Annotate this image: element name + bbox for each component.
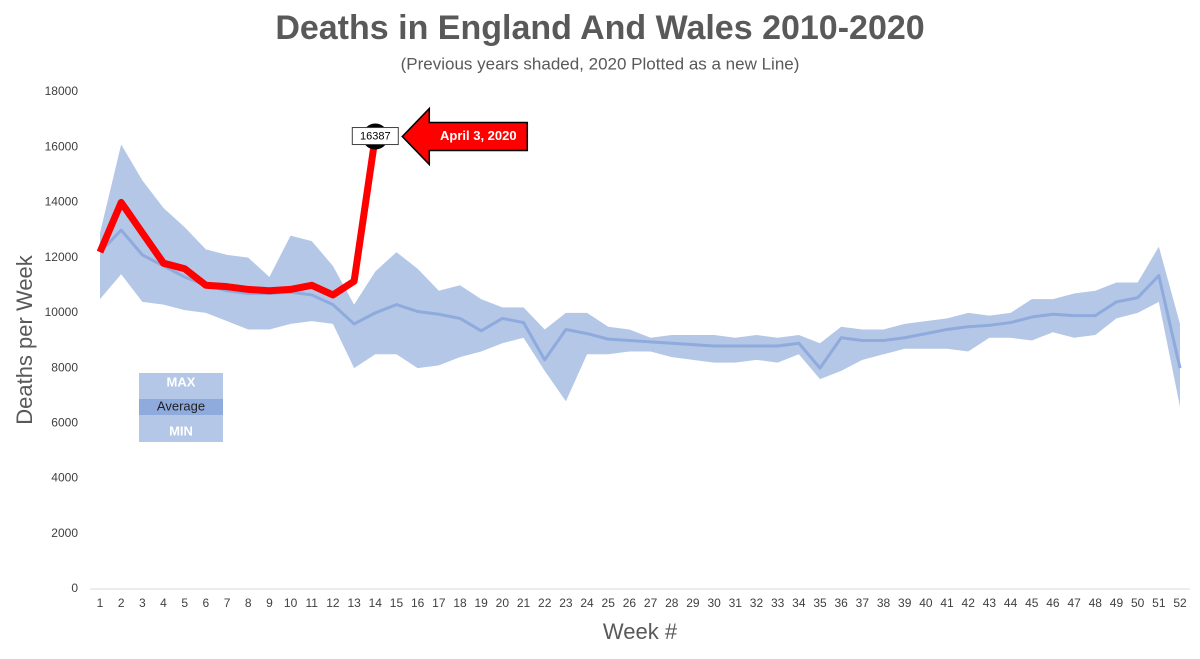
x-tick-label: 32 (750, 596, 764, 610)
legend-avg-swatch (139, 399, 223, 415)
legend-label: MIN (169, 423, 193, 438)
annotation-arrow (401, 106, 529, 167)
y-axis-title: Deaths per Week (12, 254, 37, 425)
x-tick-label: 40 (919, 596, 933, 610)
line-2020 (96, 136, 379, 299)
y-tick-label: 0 (71, 581, 78, 595)
x-tick-label: 25 (602, 596, 616, 610)
x-tick-label: 52 (1173, 596, 1187, 610)
x-tick-label: 10 (284, 596, 298, 610)
x-tick-label: 4 (160, 596, 167, 610)
x-tick-label: 28 (665, 596, 679, 610)
legend-label: Average (157, 398, 205, 413)
x-tick-label: 21 (517, 596, 531, 610)
x-tick-label: 1 (97, 596, 104, 610)
x-tick-label: 34 (792, 596, 806, 610)
x-tick-label: 26 (623, 596, 637, 610)
y-tick-label: 8000 (51, 360, 78, 374)
x-tick-label: 6 (203, 596, 210, 610)
x-tick-label: 7 (224, 596, 231, 610)
legend-label: MAX (167, 374, 196, 389)
x-tick-label: 31 (729, 596, 743, 610)
x-tick-label: 22 (538, 596, 552, 610)
data-label-box (351, 127, 399, 146)
x-tick-label: 24 (580, 596, 594, 610)
x-tick-label: 36 (834, 596, 848, 610)
x-tick-label: 47 (1067, 596, 1081, 610)
x-tick-label: 27 (644, 596, 658, 610)
x-tick-label: 51 (1152, 596, 1166, 610)
x-tick-label: 2 (118, 596, 125, 610)
x-tick-label: 44 (1004, 596, 1018, 610)
min-max-band (100, 144, 1180, 407)
x-tick-label: 35 (813, 596, 827, 610)
x-tick-label: 30 (707, 596, 721, 610)
x-tick-label: 41 (940, 596, 954, 610)
x-tick-label: 37 (856, 596, 870, 610)
chart-subtitle: (Previous years shaded, 2020 Plotted as … (401, 54, 800, 73)
x-tick-label: 48 (1089, 596, 1103, 610)
x-tick-label: 11 (306, 596, 319, 610)
x-tick-label: 20 (496, 596, 510, 610)
x-tick-label: 3 (139, 596, 146, 610)
x-tick-label: 5 (181, 596, 188, 610)
x-axis-title: Week # (603, 619, 678, 644)
x-tick-label: 38 (877, 596, 891, 610)
x-tick-label: 8 (245, 596, 252, 610)
y-tick-label: 2000 (51, 526, 78, 540)
x-tick-label: 33 (771, 596, 785, 610)
x-tick-label: 50 (1131, 596, 1145, 610)
x-tick-label: 45 (1025, 596, 1039, 610)
x-tick-label: 13 (347, 596, 361, 610)
x-tick-label: 42 (962, 596, 976, 610)
x-tick-label: 15 (390, 596, 404, 610)
x-tick-label: 19 (474, 596, 488, 610)
x-tick-label: 49 (1110, 596, 1124, 610)
y-tick-label: 6000 (51, 416, 78, 430)
y-tick-label: 12000 (45, 250, 79, 264)
x-tick-label: 14 (369, 596, 383, 610)
x-tick-label: 16 (411, 596, 425, 610)
x-tick-label: 39 (898, 596, 912, 610)
x-tick-label: 12 (326, 596, 340, 610)
y-tick-label: 4000 (51, 471, 78, 485)
x-tick-label: 9 (266, 596, 273, 610)
x-tick-label: 18 (453, 596, 467, 610)
x-tick-label: 46 (1046, 596, 1060, 610)
y-tick-label: 10000 (45, 305, 79, 319)
x-tick-label: 43 (983, 596, 997, 610)
chart-title: Deaths in England And Wales 2010-2020 (275, 9, 924, 47)
data-label: 16387 (360, 130, 391, 142)
y-tick-label: 18000 (45, 84, 79, 98)
x-tick-label: 17 (432, 596, 446, 610)
y-tick-label: 16000 (45, 139, 79, 153)
x-tick-label: 23 (559, 596, 573, 610)
annotation-text: April 3, 2020 (440, 128, 517, 143)
y-tick-label: 14000 (45, 195, 79, 209)
x-tick-label: 29 (686, 596, 700, 610)
